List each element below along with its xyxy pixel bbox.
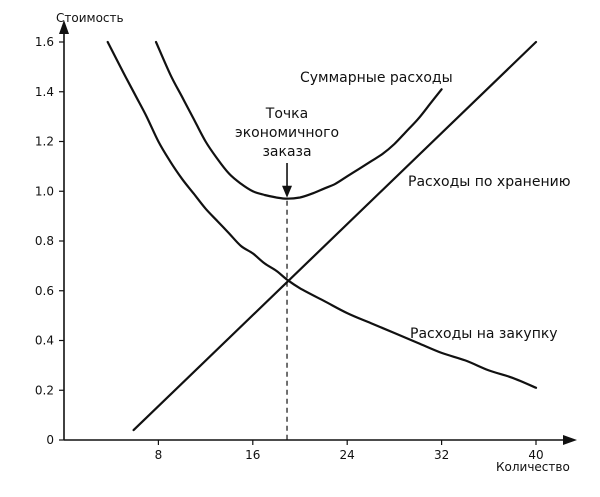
total-cost-label: Суммарные расходы xyxy=(300,70,453,86)
eoq-arrow-head xyxy=(282,185,293,198)
holding-cost-line xyxy=(132,40,538,432)
y-axis: Стоимость 0 0.2 0.4 0.6 0.8 1.0 1.2 1.4 1.6 xyxy=(35,11,124,447)
total-cost-curve xyxy=(154,40,443,200)
x-axis-title: Количество xyxy=(496,460,570,474)
purchase-cost-label: Расходы на закупку xyxy=(410,326,558,342)
purchase-cost-curve xyxy=(106,40,538,389)
y-tick-label: 1.4 xyxy=(35,85,54,99)
y-tick-label: 0.6 xyxy=(35,284,54,298)
x-tick-label: 8 xyxy=(155,448,163,462)
eoq-label-line-2: экономичного xyxy=(235,125,339,141)
x-tick-label: 40 xyxy=(528,448,543,462)
y-tick-label: 0 xyxy=(46,433,54,447)
y-tick-label: 0.2 xyxy=(35,383,54,397)
y-ticks: 0 0.2 0.4 0.6 0.8 1.0 1.2 1.4 1.6 xyxy=(35,35,64,447)
x-ticks: 8 16 24 32 40 xyxy=(155,440,544,462)
x-axis-arrow xyxy=(563,435,577,445)
y-tick-label: 1.0 xyxy=(35,184,54,198)
annotation-layer: Точка экономичного заказа Суммарные расх… xyxy=(235,70,571,440)
eoq-label-line-3: заказа xyxy=(262,144,311,160)
holding-cost-label: Расходы по хранению xyxy=(408,174,571,190)
x-tick-label: 24 xyxy=(340,448,355,462)
y-axis-arrow xyxy=(59,20,69,34)
y-tick-label: 0.8 xyxy=(35,234,54,248)
y-tick-label: 1.2 xyxy=(35,135,54,149)
series-layer xyxy=(106,40,538,432)
x-axis: Количество 8 16 24 32 40 xyxy=(64,435,577,474)
eoq-label-line-1: Точка xyxy=(265,106,308,122)
y-tick-label: 0.4 xyxy=(35,334,54,348)
y-tick-label: 1.6 xyxy=(35,35,54,49)
x-tick-label: 32 xyxy=(434,448,449,462)
x-tick-label: 16 xyxy=(245,448,260,462)
y-axis-title: Стоимость xyxy=(56,11,124,25)
